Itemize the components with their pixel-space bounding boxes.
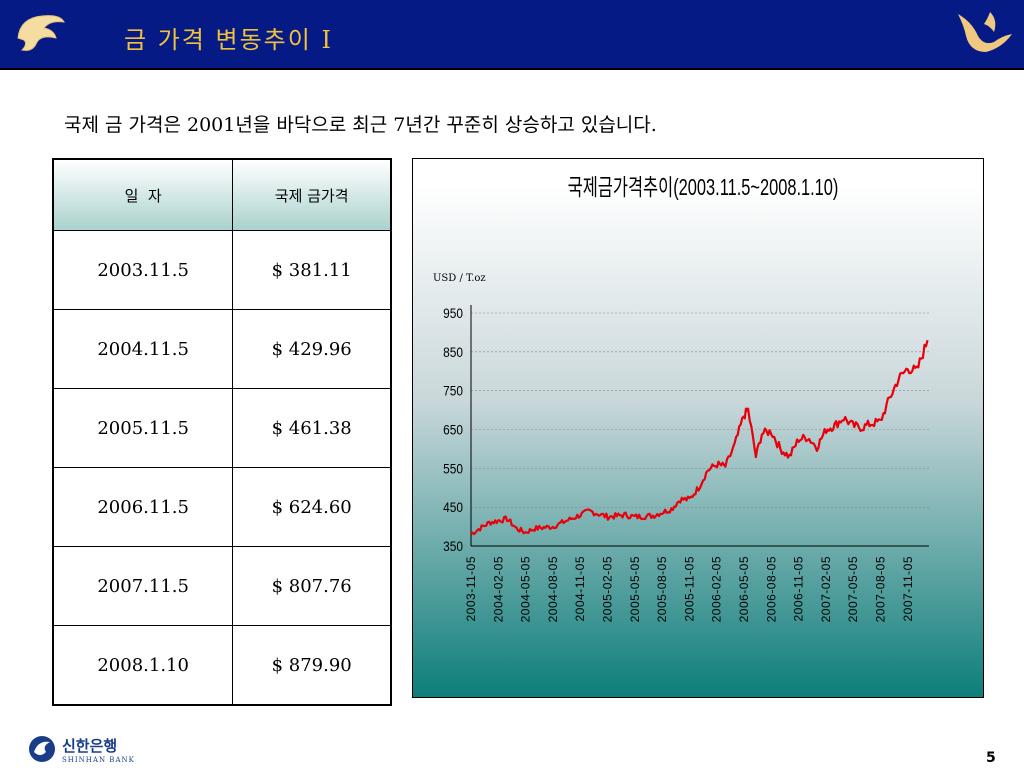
svg-text:SHINHAN BANK: SHINHAN BANK (62, 756, 135, 764)
table-row: 2005.11.5 $ 461.38 (52, 388, 392, 468)
y-tick-label: 850 (443, 344, 463, 360)
x-tick-label: 2005-05-05 (628, 556, 642, 622)
slide-title: 금 가격 변동추이 I (124, 26, 333, 54)
x-tick-label: 2004-11-05 (573, 556, 587, 622)
x-tick-label: 2005-11-05 (682, 556, 696, 622)
column-header-price: 국제 금가격 (232, 158, 392, 231)
price-cell: $ 624.60 (232, 467, 392, 547)
date-cell: 2006.11.5 (52, 467, 234, 547)
y-tick-labels: 950 850 750 650 550 450 350 (443, 305, 463, 554)
price-cell: $ 461.38 (232, 388, 392, 468)
page-number: 5 (986, 750, 996, 766)
x-tick-label: 2004-08-05 (546, 556, 560, 622)
price-cell: $ 879.90 (232, 625, 392, 706)
chart-canvas: 국제금가격추이(2003.11.5~2008.1.10) USD / T.oz … (433, 174, 929, 622)
x-tick-label: 2006-11-05 (792, 556, 806, 622)
date-cell: 2003.11.5 (52, 230, 234, 310)
x-tick-label: 2005-02-05 (601, 556, 615, 622)
y-tick-label: 650 (443, 422, 463, 438)
y-tick-label: 750 (443, 383, 463, 399)
x-tick-label: 2006-05-05 (737, 556, 751, 622)
bird-swoosh-logo-icon (17, 15, 65, 51)
gold-price-chart: 국제금가격추이(2003.11.5~2008.1.10) USD / T.oz … (412, 158, 984, 698)
gold-price-table: 일 자 국제 금가격 2003.11.5 $ 381.11 2004.11.5 … (52, 158, 392, 706)
x-tick-label: 2006-02-05 (710, 556, 724, 622)
table-header-row: 일 자 국제 금가격 (52, 158, 392, 231)
table-row: 2004.11.5 $ 429.96 (52, 309, 392, 389)
x-tick-label: 2006-08-05 (764, 556, 778, 622)
table-row: 2007.11.5 $ 807.76 (52, 546, 392, 626)
table-row: 2006.11.5 $ 624.60 (52, 467, 392, 547)
price-cell: $ 429.96 (232, 309, 392, 389)
svg-text:신한은행: 신한은행 (62, 737, 117, 755)
x-tick-label: 2004-05-05 (519, 556, 533, 622)
date-cell: 2008.1.10 (52, 625, 234, 706)
x-tick-label: 2007-08-05 (874, 556, 888, 622)
intro-text: 국제 금 가격은 2001년을 바닥으로 최근 7년간 꾸준히 상승하고 있습니… (64, 114, 657, 136)
x-tick-label: 2007-05-05 (846, 556, 860, 622)
y-axis-label: USD / T.oz (433, 273, 486, 284)
table-row: 2003.11.5 $ 381.11 (52, 230, 392, 310)
y-tick-label: 550 (443, 460, 463, 476)
y-tick-label: 450 (443, 499, 463, 515)
slide-header: 금 가격 변동추이 I (0, 0, 1024, 70)
x-tick-label: 2005-08-05 (655, 556, 669, 622)
y-tick-label: 950 (443, 305, 463, 321)
x-tick-label: 2003-11-05 (464, 556, 478, 622)
shinhan-bank-logo-icon: 신한은행 SHINHAN BANK (29, 736, 135, 764)
bird-wings-logo-icon (958, 12, 1012, 52)
chart-title: 국제금가격추이(2003.11.5~2008.1.10) (568, 174, 839, 200)
column-header-date: 일 자 (52, 158, 234, 231)
date-cell: 2004.11.5 (52, 309, 234, 389)
table-row: 2008.1.10 $ 879.90 (52, 625, 392, 706)
date-cell: 2007.11.5 (52, 546, 234, 626)
x-tick-label: 2007-02-05 (819, 556, 833, 622)
x-tick-label: 2004-02-05 (491, 556, 505, 622)
price-cell: $ 807.76 (232, 546, 392, 626)
x-tick-labels: 2003-11-05 2004-02-05 2004-05-05 2004-08-05… (464, 556, 915, 622)
y-tick-label: 350 (443, 538, 463, 554)
grid-lines (471, 312, 929, 508)
gold-price-series-line (470, 339, 929, 536)
date-cell: 2005.11.5 (52, 388, 234, 468)
price-cell: $ 381.11 (232, 230, 392, 310)
x-tick-label: 2007-11-05 (901, 556, 915, 622)
